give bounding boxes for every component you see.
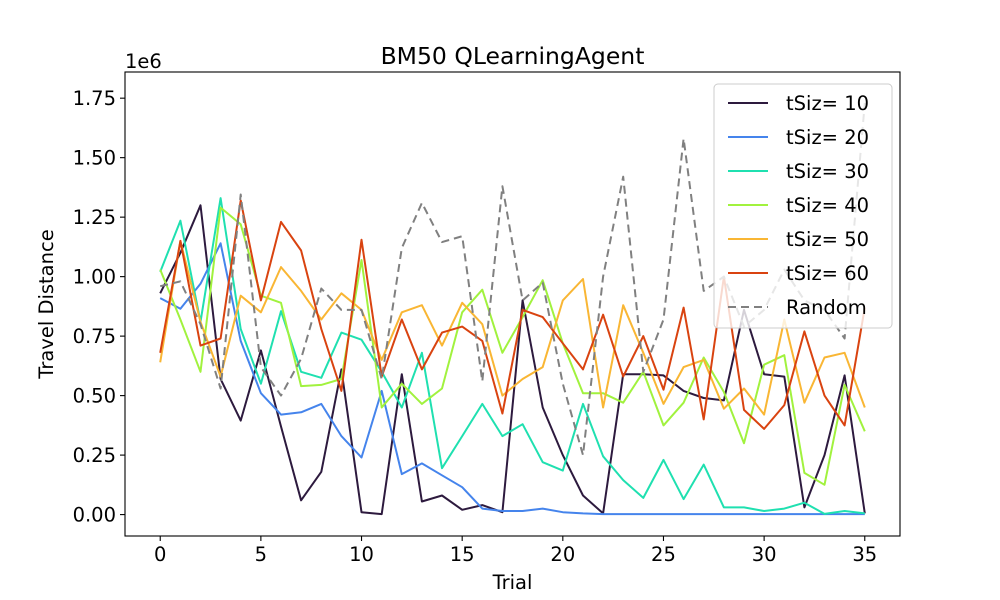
legend-label: tSiz= 30 [786, 160, 869, 183]
series-line-tsiz-60 [159, 199, 866, 430]
x-tick-label: 35 [852, 543, 877, 566]
axis-ticks: 0 5 10 15 20 25 30 35 0.00 0.25 0.50 0.75 1.00 1.25 1.… [73, 87, 878, 566]
series-line-random [159, 102, 866, 457]
y-tick-label: 1.50 [73, 147, 116, 170]
y-tick-label: 1.75 [73, 87, 116, 110]
x-tick-label: 10 [349, 543, 374, 566]
legend-label: tSiz= 20 [786, 126, 869, 149]
legend-box [713, 83, 893, 329]
legend-label: Random [786, 296, 867, 319]
series-line-tsiz-40 [159, 206, 866, 486]
y-tick-label: 1.25 [73, 206, 116, 229]
y-tick-label: 0.75 [73, 325, 116, 348]
legend-label: tSiz= 40 [786, 194, 869, 217]
series-line-tsiz-30 [159, 197, 865, 515]
legend: tSiz= 10 tSiz= 20 tSiz= 30 tSiz= 40 tSiz= 50… [713, 83, 893, 329]
x-tick-label: 15 [450, 543, 475, 566]
y-axis-label: Travel Distance [35, 229, 58, 379]
x-tick-label: 25 [651, 543, 676, 566]
y-axis-offset-label: 1e6 [125, 50, 162, 73]
x-tick-label: 0 [154, 543, 166, 566]
x-axis-label: Trial [492, 571, 533, 594]
x-tick-label: 30 [752, 543, 777, 566]
legend-label: tSiz= 10 [786, 92, 869, 115]
y-tick-label: 0.50 [73, 385, 116, 408]
y-tick-label: 0.00 [73, 504, 116, 527]
legend-label: tSiz= 60 [786, 262, 869, 285]
series-line-tsiz-20 [159, 242, 865, 516]
x-tick-label: 5 [255, 543, 267, 566]
legend-label: tSiz= 50 [786, 228, 869, 251]
series-line-tsiz-50 [159, 239, 866, 416]
chart-title: BM50 QLearningAgent [381, 42, 645, 70]
y-tick-label: 0.25 [73, 444, 116, 467]
y-tick-label: 1.00 [73, 266, 116, 289]
x-tick-label: 20 [550, 543, 575, 566]
plot-frame [124, 71, 901, 537]
